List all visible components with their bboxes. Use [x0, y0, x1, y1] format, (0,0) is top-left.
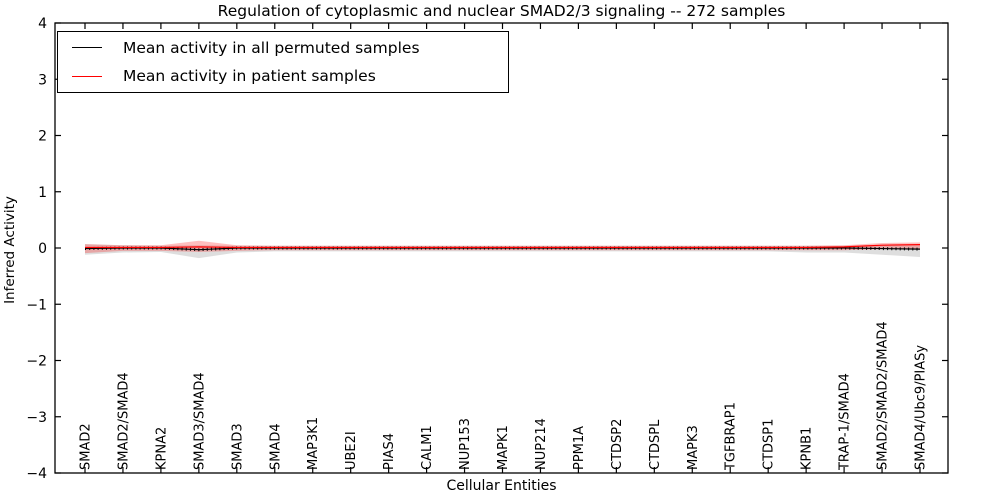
y-tick-label: 3: [38, 72, 47, 88]
y-tick-label: 4: [38, 16, 47, 32]
x-axis-ticks: SMAD2 SMAD2/SMAD4 KPNA2 SMAD3/SMAD4 SMAD3 SMA…: [79, 23, 929, 473]
x-tick-label: SMAD2/SMAD2/SMAD4: [876, 321, 891, 470]
y-tick-label: −3: [26, 410, 47, 426]
x-tick-label: SMAD4: [268, 423, 283, 470]
x-tick-label: KPNA2: [154, 427, 169, 470]
y-tick-label: −2: [26, 354, 47, 370]
x-tick-label: KPNB1: [800, 427, 815, 470]
x-tick-label: PIAS4: [382, 433, 397, 470]
y-tick-label: −4: [26, 466, 47, 482]
x-tick-label: PPM1A: [572, 426, 587, 470]
legend-label-patient: Mean activity in patient samples: [123, 67, 376, 86]
x-tick-label: MAP3K1: [306, 417, 321, 470]
legend-entry-permuted: Mean activity in all permuted samples: [58, 35, 508, 61]
x-tick-label: CALM1: [420, 425, 435, 470]
x-tick-label: SMAD3/SMAD4: [192, 372, 207, 470]
y-tick-label: 1: [38, 185, 47, 201]
x-tick-label: MAPK1: [496, 425, 511, 470]
legend-label-permuted: Mean activity in all permuted samples: [123, 38, 420, 57]
x-tick-label: NUP214: [534, 418, 549, 470]
y-axis-label: Inferred Activity: [2, 196, 18, 304]
x-tick-label: SMAD3: [230, 423, 245, 470]
y-axis-ticks: −4 −3 −2 −1 0 1 2 3 4: [26, 16, 948, 482]
x-tick-label: CTDSP2: [610, 419, 625, 470]
y-tick-label: 0: [38, 241, 47, 257]
y-tick-label: 2: [38, 129, 47, 145]
x-tick-label: NUP153: [458, 418, 473, 470]
x-tick-label: SMAD4/Ubc9/PIASy: [914, 345, 929, 470]
patient-line: [85, 244, 921, 249]
x-tick-label: CTDSP1: [762, 419, 777, 470]
legend: Mean activity in all permuted samples Me…: [57, 31, 509, 93]
x-tick-label: MAPK3: [686, 425, 701, 470]
legend-entry-patient: Mean activity in patient samples: [58, 63, 508, 89]
x-tick-label: TGFBRAP1: [724, 402, 739, 471]
y-tick-label: −1: [26, 297, 47, 313]
x-tick-label: TRAP-1/SMAD4: [838, 373, 853, 471]
x-tick-label: SMAD2: [79, 423, 94, 470]
chart-title: Regulation of cytoplasmic and nuclear SM…: [217, 2, 786, 20]
x-tick-label: CTDSPL: [648, 419, 663, 470]
patient-line-swatch: [72, 75, 102, 77]
x-tick-label: SMAD2/SMAD4: [116, 372, 131, 470]
x-tick-label: UBE2I: [344, 431, 359, 470]
permuted-line-swatch: [72, 47, 102, 49]
x-axis-label: Cellular Entities: [446, 478, 557, 494]
